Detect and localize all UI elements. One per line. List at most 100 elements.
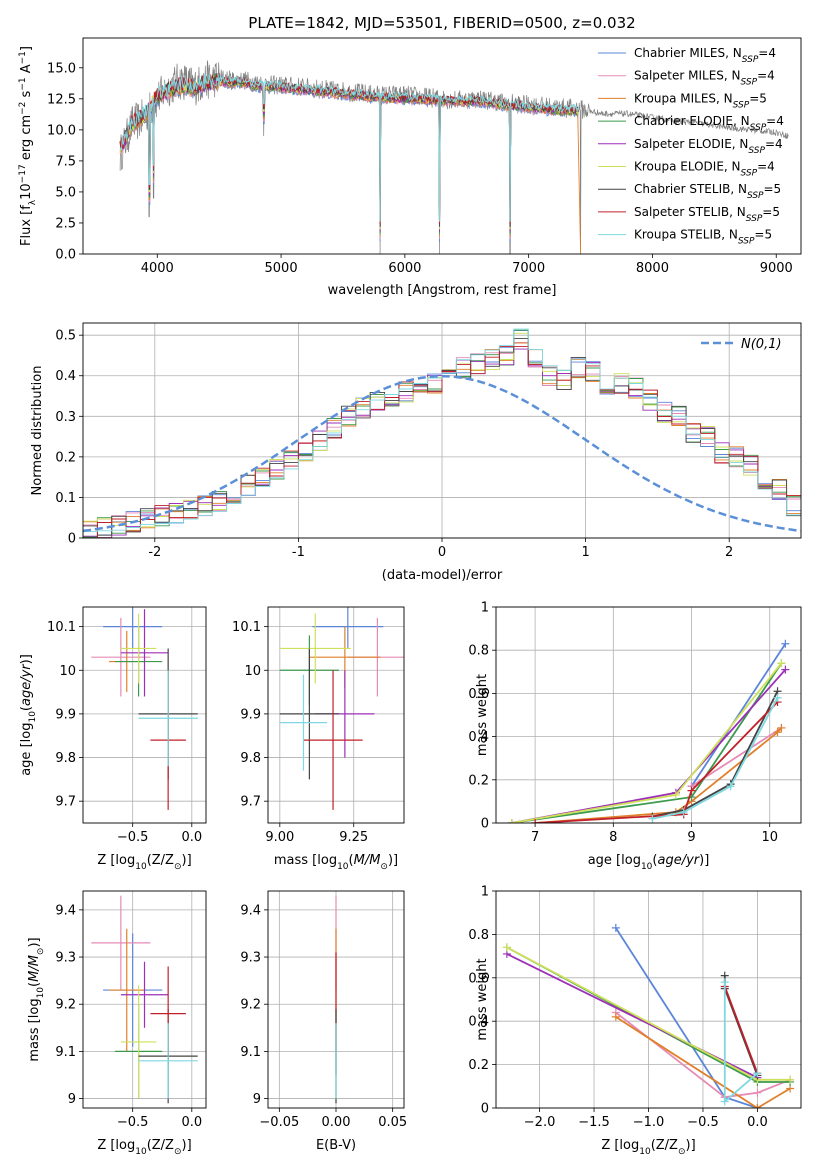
legend-label-part: SSP bbox=[733, 100, 750, 110]
spectrum-model-line bbox=[119, 74, 579, 235]
legend-label-part: =5 bbox=[764, 182, 782, 196]
legend-label: Kroupa MILES, NSSP=5 bbox=[634, 91, 767, 110]
x-axis-label: wavelength [Angstrom, rest frame] bbox=[328, 283, 557, 298]
y-tick-label: 0.1 bbox=[55, 491, 76, 506]
x-tick-label: 5000 bbox=[265, 261, 298, 276]
legend-label-part: Salpeter ELODIE, N bbox=[634, 137, 748, 151]
y-axis-label-part: ( bbox=[27, 982, 42, 987]
x-tick-label: 0.0 bbox=[181, 830, 202, 845]
axes-frame bbox=[495, 890, 802, 1109]
y-tick-label: 9.2 bbox=[240, 998, 261, 1013]
x-axis-label-part: Z [log bbox=[601, 1138, 639, 1153]
y-tick-label: 1 bbox=[481, 601, 489, 616]
x-axis-label-part: Z [log bbox=[97, 1138, 135, 1153]
y-axis-label: Normed distribution bbox=[30, 366, 45, 496]
x-tick-label: 7 bbox=[531, 830, 539, 845]
x-axis-label: E(B-V) bbox=[316, 1138, 356, 1153]
x-axis-label-part: ⊙ bbox=[678, 1147, 686, 1157]
legend-label-part: SSP bbox=[741, 78, 758, 88]
spectrum-model-line bbox=[119, 73, 579, 222]
legend-label-part: SSP bbox=[746, 214, 763, 224]
x-axis-label-part: )] bbox=[182, 1138, 192, 1153]
x-tick-label: 0.00 bbox=[322, 1115, 351, 1130]
weight-marker bbox=[648, 814, 657, 823]
y-tick-label: 0.4 bbox=[468, 1015, 489, 1030]
y-tick-label: 7.5 bbox=[55, 154, 76, 169]
y-tick-label: 9.7 bbox=[240, 795, 261, 810]
x-axis-label-part: )] bbox=[182, 853, 192, 868]
y-tick-label: 0.2 bbox=[55, 450, 76, 465]
x-axis-label-part: ( bbox=[652, 853, 657, 868]
x-axis-label: (data-model)/error bbox=[382, 568, 503, 583]
gaussian-curve bbox=[83, 374, 801, 533]
x-axis-label-part: 10 bbox=[135, 862, 147, 872]
y-tick-label: 12.5 bbox=[47, 92, 76, 107]
y-tick-label: 9.1 bbox=[55, 1045, 76, 1060]
x-axis-label-part: )] bbox=[699, 853, 709, 868]
weight-marker bbox=[671, 790, 680, 799]
x-tick-label: −1.5 bbox=[578, 1115, 610, 1130]
x-axis-label-part: ⊙ bbox=[380, 862, 388, 872]
y-tick-label: 9.3 bbox=[55, 951, 76, 966]
y-axis-label-part: age [log bbox=[19, 723, 34, 776]
y-tick-label: 9.4 bbox=[55, 903, 76, 918]
weight-marker bbox=[502, 943, 511, 952]
mass_vs_Z-plot-area bbox=[91, 895, 198, 1104]
legend-label-part: SSP bbox=[738, 237, 755, 247]
legend-label-part: Chabrier STELIB, N bbox=[634, 182, 747, 196]
weight-marker bbox=[753, 1069, 762, 1078]
x-tick-label: 4000 bbox=[141, 261, 174, 276]
y-tick-label: 10.0 bbox=[47, 123, 76, 138]
legend-label: Chabrier MILES, NSSP=4 bbox=[634, 46, 776, 65]
histogram-step bbox=[83, 328, 801, 538]
massweight_vs_Z-chart: −2.0 −1.5 −1.0 −0.5 0.0 0 0.2 0.4 0.6 0.8 1 Z [log1… bbox=[468, 885, 802, 1157]
y-axis-label-part: age/yr bbox=[19, 663, 34, 706]
axes-frame bbox=[82, 890, 207, 1109]
x-axis-label: Z [log10(Z/Z⊙)] bbox=[97, 1138, 191, 1157]
y-axis-label-part: −2 bbox=[18, 102, 28, 115]
y-axis-label-part: 10 bbox=[36, 987, 46, 999]
weight-line bbox=[511, 662, 783, 823]
axes-frame bbox=[82, 37, 802, 255]
x-tick-label: 9 bbox=[687, 830, 695, 845]
y-axis-label-part: −1 bbox=[18, 77, 28, 90]
y-axis-label: age [log10(age/yr)] bbox=[19, 654, 38, 776]
figure-title: PLATE=1842, MJD=53501, FIBERID=0500, z=0… bbox=[248, 14, 635, 32]
x-tick-label: 0.0 bbox=[181, 1115, 202, 1130]
y-tick-label: 9.2 bbox=[55, 998, 76, 1013]
legend-label-part: SSP bbox=[742, 55, 759, 65]
y-axis-label-part: −1 bbox=[18, 51, 28, 64]
x-axis-label-part: M/M bbox=[354, 853, 381, 868]
legend-label-part: Salpeter MILES, N bbox=[634, 69, 741, 83]
y-tick-label: 9 bbox=[253, 1092, 261, 1107]
weight-marker bbox=[720, 1097, 729, 1106]
legend-label: Salpeter MILES, NSSP=4 bbox=[634, 69, 775, 88]
legend-label: Chabrier ELODIE, NSSP=4 bbox=[634, 114, 784, 133]
weight-marker bbox=[781, 665, 790, 674]
weight-marker bbox=[687, 786, 696, 795]
y-axis-label-part: λ bbox=[28, 199, 38, 205]
legend-label-part: SSP bbox=[748, 146, 765, 156]
x-tick-label: 10 bbox=[761, 830, 778, 845]
y-tick-label: 0.2 bbox=[468, 1058, 489, 1073]
x-tick-label: 9.00 bbox=[265, 830, 294, 845]
legend-label-part: Kroupa MILES, N bbox=[634, 91, 733, 105]
weight-line bbox=[691, 727, 782, 788]
x-axis-label-part: ( bbox=[349, 853, 354, 868]
x-axis-label-part: 10 bbox=[641, 862, 653, 872]
y-tick-label: 0.6 bbox=[468, 971, 489, 986]
axes-frame bbox=[267, 606, 405, 824]
weight-line bbox=[690, 643, 787, 787]
y-tick-label: 0.5 bbox=[55, 329, 76, 344]
x-axis-label-part: 10 bbox=[639, 1147, 651, 1157]
legend-label-part: =5 bbox=[749, 91, 767, 105]
weight-marker bbox=[611, 923, 620, 932]
age_vs_Z-plot-area bbox=[91, 607, 198, 810]
x-tick-label: 6000 bbox=[388, 261, 421, 276]
x-tick-label: -1 bbox=[292, 545, 305, 560]
y-axis-label: mass weight bbox=[475, 674, 490, 756]
legend-label-part: Kroupa ELODIE, N bbox=[634, 160, 741, 174]
